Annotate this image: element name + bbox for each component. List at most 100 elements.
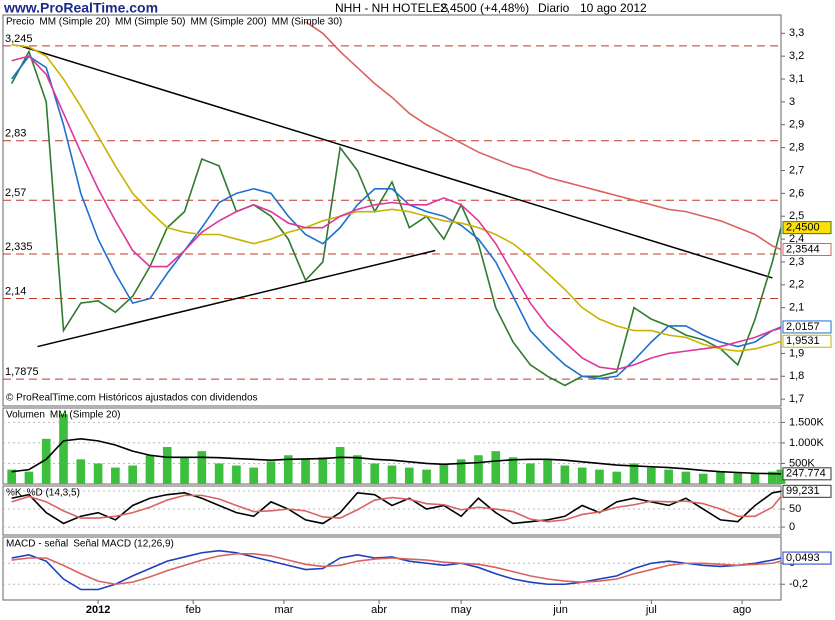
volume-bar xyxy=(197,451,207,484)
volume-bar xyxy=(76,459,86,484)
volume-bar xyxy=(180,457,189,484)
panel-frame xyxy=(2,14,782,407)
volume-bar xyxy=(681,471,691,484)
y-tick-label: 1,8 xyxy=(789,370,804,382)
y-tick-label: 3,3 xyxy=(789,27,804,39)
value-box xyxy=(782,484,832,498)
value-label: 0,0493 xyxy=(786,552,820,564)
y-tick-label: 3,1 xyxy=(789,73,804,85)
legend-entry: Señal MACD (12,26,9) xyxy=(73,539,174,550)
volume-bar xyxy=(283,455,293,484)
y-tick-label: 1.500K xyxy=(789,416,825,428)
y-tick-label: 500K xyxy=(789,457,815,469)
value-label: 99,231 xyxy=(786,485,820,497)
y-tick-label: 2,7 xyxy=(789,164,804,176)
volume-bar xyxy=(560,465,570,484)
volume-bar xyxy=(145,455,155,484)
legend-entry: MM (Simple 20) xyxy=(39,17,110,28)
value-box xyxy=(782,467,832,481)
trend-line xyxy=(37,249,436,348)
value-box xyxy=(782,320,832,334)
period: Diario xyxy=(538,1,570,15)
value-label: 2,3544 xyxy=(786,243,820,255)
volume-bar xyxy=(214,463,224,484)
level-label: 1,7875 xyxy=(5,366,39,378)
volume-bar xyxy=(508,457,518,484)
volume-bar xyxy=(24,471,34,484)
volume-bar xyxy=(733,472,743,484)
legend-entry: %D (14,3,5) xyxy=(27,488,80,499)
volume-bar xyxy=(698,473,708,484)
x-tick-label: feb xyxy=(186,604,201,616)
volume-bar xyxy=(577,467,587,484)
volume-bar xyxy=(162,447,172,484)
y-tick-label: 2,5 xyxy=(789,210,804,222)
volume-bar xyxy=(41,438,51,484)
y-tick-label: 3 xyxy=(789,96,795,108)
value-label: 2,0157 xyxy=(786,321,820,333)
level-label: 2,335 xyxy=(5,241,33,253)
value-box xyxy=(782,243,832,257)
volume-bar xyxy=(543,459,552,484)
legend-entry: Precio xyxy=(6,17,35,28)
legend-entry: MACD - señal xyxy=(6,539,68,550)
y-tick-label: 2,1 xyxy=(789,302,804,314)
x-tick-label: abr xyxy=(371,604,387,616)
volume-bar xyxy=(716,471,725,484)
y-tick-label: 2,3 xyxy=(789,256,804,268)
instrument: NHH - NH HOTELES xyxy=(335,1,448,15)
x-tick-label: ago xyxy=(733,604,751,616)
x-tick-label: mar xyxy=(274,604,293,616)
level-label: 2,83 xyxy=(5,128,26,140)
series-line xyxy=(10,49,782,387)
panel-frame xyxy=(2,485,782,536)
y-tick-label: 50 xyxy=(789,503,801,515)
volume-bar xyxy=(612,471,622,484)
legend-entry: %K xyxy=(6,488,22,499)
series-line xyxy=(11,438,782,475)
volume-bar xyxy=(456,459,466,484)
x-tick-label: may xyxy=(451,604,472,616)
volume-bar xyxy=(387,465,397,484)
volume-bar xyxy=(439,463,449,484)
value-box xyxy=(782,334,832,348)
trend-line xyxy=(20,45,773,279)
y-tick-label: 2,2 xyxy=(789,279,804,291)
legend-entry: MM (Simple 20) xyxy=(50,410,121,421)
volume-bar xyxy=(128,465,137,484)
y-tick-label: 0 xyxy=(789,521,795,533)
y-tick-label: 2,8 xyxy=(789,142,804,154)
volume-bar xyxy=(301,459,310,484)
volume-bar xyxy=(750,473,760,484)
value-label: 247.774 xyxy=(786,468,826,480)
x-tick-label: jun xyxy=(552,604,568,616)
legend-entry: MM (Simple 200) xyxy=(191,17,267,28)
volume-bar xyxy=(232,465,241,484)
value-box xyxy=(782,551,832,565)
level-label: 2,57 xyxy=(5,187,26,199)
legend-entry: MM (Simple 50) xyxy=(115,17,186,28)
volume-bar xyxy=(664,469,673,484)
legend-entry: Volumen xyxy=(6,410,45,421)
series-line xyxy=(11,494,782,523)
legend-entry: MM (Simple 30) xyxy=(272,17,343,28)
volume-bar xyxy=(111,467,120,484)
value-label: 1,9531 xyxy=(786,335,820,347)
volume-bar xyxy=(335,447,345,484)
value-box xyxy=(782,221,832,235)
y-tick-label: 2,6 xyxy=(789,187,804,199)
quote: 2,4500 (+4,48%) xyxy=(440,1,529,15)
volume-bar xyxy=(474,455,483,484)
date: 10 ago 2012 xyxy=(580,1,647,15)
x-tick-label: jul xyxy=(645,604,657,616)
series-line xyxy=(11,43,782,352)
series-line xyxy=(11,490,782,525)
series-line xyxy=(11,55,782,371)
volume-bar xyxy=(7,469,16,484)
x-tick-label: 2012 xyxy=(86,604,110,616)
volume-bar xyxy=(93,463,103,484)
series-line xyxy=(11,553,782,586)
volume-bar xyxy=(353,455,362,484)
